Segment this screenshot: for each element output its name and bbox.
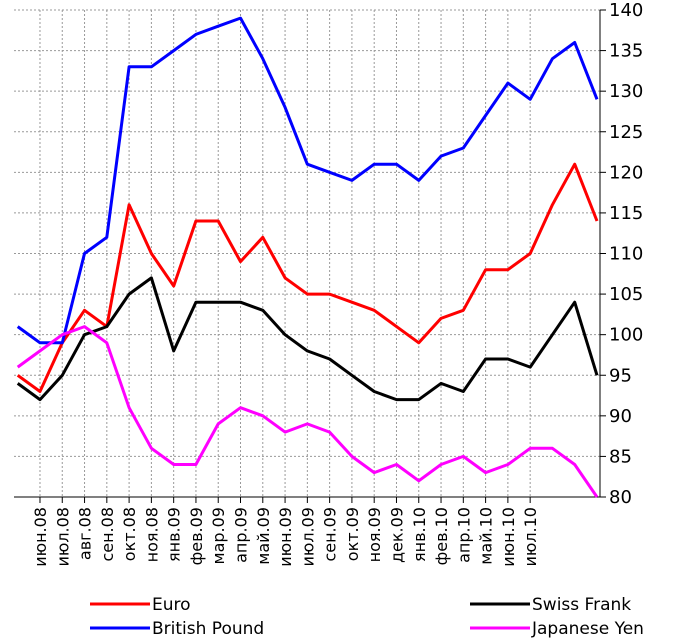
x-tick-label: июл.10 (521, 507, 540, 567)
y-tick-label: 100 (609, 325, 643, 346)
y-tick-label: 105 (609, 284, 643, 305)
y-tick-label: 85 (609, 446, 632, 467)
x-tick-label: июл.08 (53, 507, 72, 567)
legend-label: Euro (152, 595, 191, 615)
x-tick-label: фев.09 (187, 507, 206, 565)
y-tick-label: 140 (609, 0, 643, 21)
y-tick-label: 125 (609, 122, 643, 143)
y-tick-label: 80 (609, 487, 632, 508)
y-tick-label: 120 (609, 162, 643, 183)
series-line (16, 162, 599, 393)
x-tick-label: янв.10 (410, 507, 429, 562)
x-tick-label: ноя.09 (365, 507, 384, 562)
y-tick-label: 95 (609, 365, 632, 386)
y-tick-label: 135 (609, 41, 643, 62)
x-tick-label: май.09 (254, 507, 273, 565)
x-tick-label: июн.10 (499, 507, 518, 567)
x-tick-label: дек.09 (387, 507, 406, 563)
y-tick-label: 110 (609, 244, 643, 265)
x-tick-label: сен.09 (321, 507, 340, 562)
y-tick-label: 130 (609, 81, 643, 102)
legend-label: Swiss Frank (532, 595, 631, 615)
series-line (16, 325, 599, 498)
x-tick-label: фев.10 (432, 507, 451, 565)
y-tick-label: 90 (609, 406, 632, 427)
x-tick-label: янв.09 (165, 507, 184, 562)
series-line (16, 276, 599, 402)
legend-label: British Pound (152, 619, 264, 639)
x-tick-label: окт.08 (120, 507, 139, 561)
x-tick-label: ноя.08 (142, 507, 161, 562)
x-tick-label: май.10 (477, 507, 496, 565)
x-tick-label: июн.08 (31, 507, 50, 567)
series-line (16, 16, 599, 345)
legend-label: Japanese Yen (531, 619, 644, 639)
x-tick-label: апр.10 (454, 507, 473, 563)
x-tick-label: июн.09 (276, 507, 295, 567)
x-tick-label: сен.08 (98, 507, 117, 562)
y-tick-label: 115 (609, 203, 643, 224)
x-tick-label: июл.09 (298, 507, 317, 567)
x-tick-label: мар.09 (209, 507, 228, 564)
x-tick-label: авг.08 (76, 507, 95, 560)
x-tick-label: окт.09 (343, 507, 362, 561)
x-tick-label: апр.09 (232, 507, 251, 563)
